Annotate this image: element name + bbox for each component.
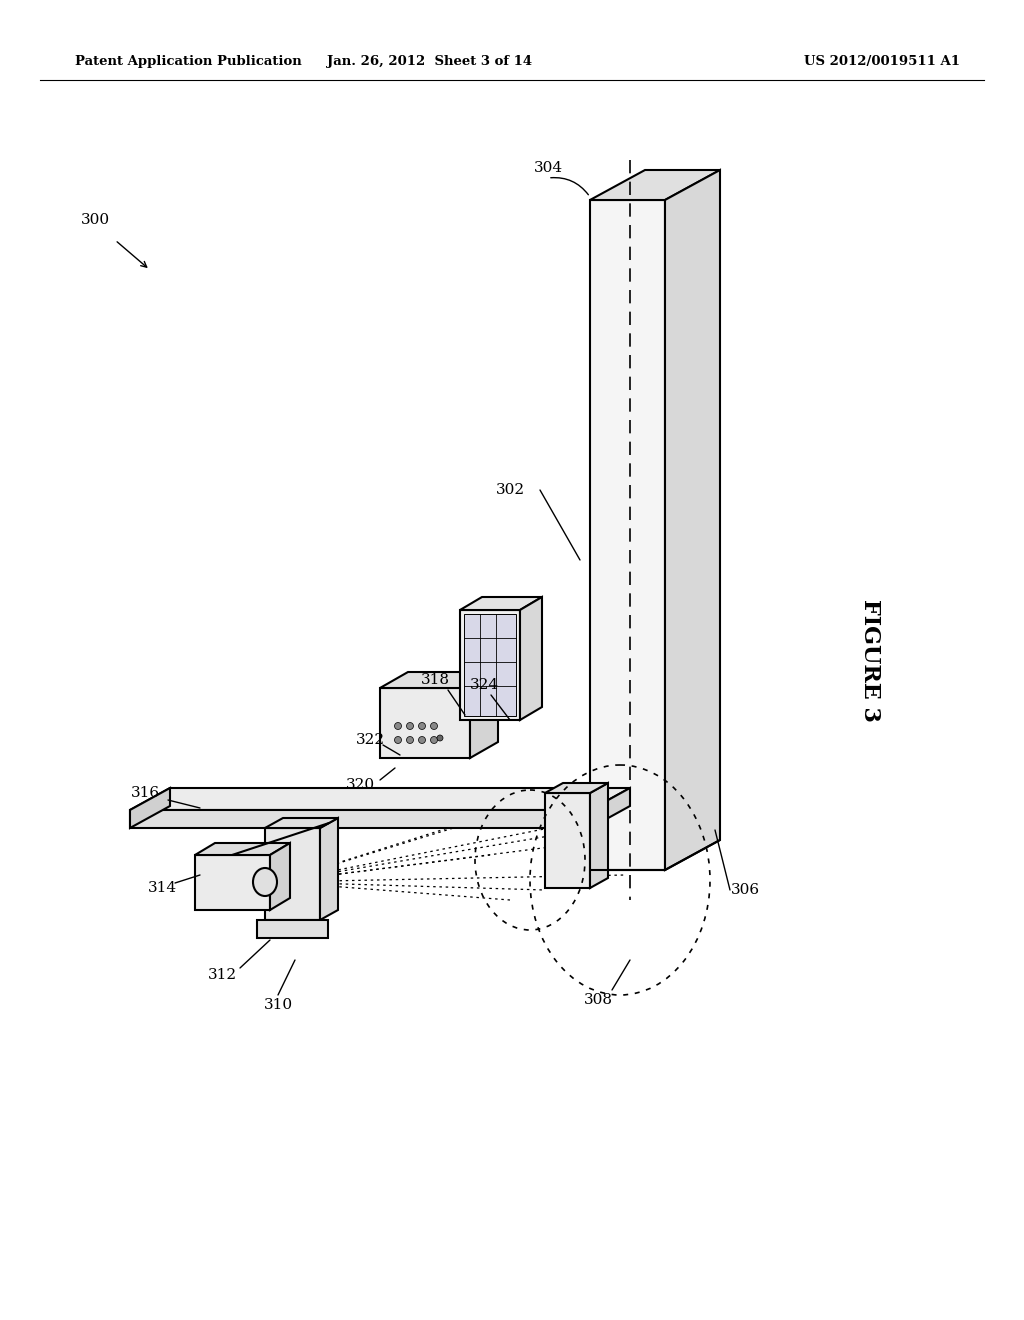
- Text: 314: 314: [147, 880, 176, 895]
- Polygon shape: [590, 783, 608, 888]
- Polygon shape: [460, 610, 520, 719]
- Polygon shape: [520, 597, 542, 719]
- Text: 308: 308: [584, 993, 612, 1007]
- Text: 300: 300: [81, 213, 110, 227]
- Polygon shape: [470, 672, 498, 758]
- Text: Jan. 26, 2012  Sheet 3 of 14: Jan. 26, 2012 Sheet 3 of 14: [328, 55, 532, 69]
- Polygon shape: [590, 201, 665, 870]
- Text: 304: 304: [534, 161, 562, 176]
- Circle shape: [419, 737, 426, 743]
- Text: 302: 302: [496, 483, 524, 498]
- Text: 318: 318: [421, 673, 450, 686]
- Text: 310: 310: [263, 998, 293, 1012]
- Polygon shape: [545, 793, 590, 888]
- Polygon shape: [265, 818, 338, 828]
- Polygon shape: [270, 843, 290, 909]
- Circle shape: [394, 737, 401, 743]
- Polygon shape: [130, 810, 590, 828]
- Circle shape: [407, 722, 414, 730]
- Circle shape: [407, 737, 414, 743]
- Polygon shape: [319, 818, 338, 920]
- Polygon shape: [590, 170, 720, 201]
- Text: 324: 324: [469, 678, 499, 692]
- Polygon shape: [265, 828, 319, 920]
- Polygon shape: [195, 855, 270, 909]
- Polygon shape: [545, 783, 608, 793]
- Text: FIGURE 3: FIGURE 3: [859, 598, 881, 722]
- Text: 320: 320: [345, 777, 375, 792]
- Polygon shape: [195, 843, 290, 855]
- Text: 316: 316: [130, 785, 160, 800]
- Polygon shape: [257, 920, 328, 939]
- Text: Patent Application Publication: Patent Application Publication: [75, 55, 302, 69]
- Text: 322: 322: [355, 733, 385, 747]
- Polygon shape: [380, 672, 498, 688]
- Circle shape: [437, 735, 443, 741]
- Ellipse shape: [253, 869, 278, 896]
- Text: 306: 306: [730, 883, 760, 898]
- Polygon shape: [380, 688, 470, 758]
- Circle shape: [430, 737, 437, 743]
- Polygon shape: [130, 788, 630, 810]
- Circle shape: [394, 722, 401, 730]
- Circle shape: [430, 722, 437, 730]
- Polygon shape: [460, 597, 542, 610]
- Polygon shape: [130, 788, 170, 828]
- Text: 312: 312: [208, 968, 237, 982]
- Text: US 2012/0019511 A1: US 2012/0019511 A1: [804, 55, 961, 69]
- Polygon shape: [590, 788, 630, 828]
- Circle shape: [419, 722, 426, 730]
- Polygon shape: [665, 170, 720, 870]
- FancyArrowPatch shape: [551, 178, 589, 195]
- Polygon shape: [464, 614, 516, 715]
